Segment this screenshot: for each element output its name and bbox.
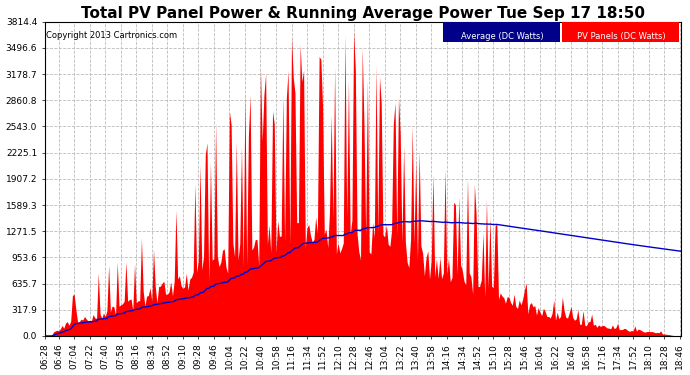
Text: Average (DC Watts): Average (DC Watts): [460, 32, 543, 41]
Title: Total PV Panel Power & Running Average Power Tue Sep 17 18:50: Total PV Panel Power & Running Average P…: [81, 6, 645, 21]
FancyBboxPatch shape: [562, 22, 680, 42]
Text: Copyright 2013 Cartronics.com: Copyright 2013 Cartronics.com: [46, 31, 177, 40]
Text: PV Panels (DC Watts): PV Panels (DC Watts): [577, 32, 665, 41]
FancyBboxPatch shape: [443, 22, 560, 42]
